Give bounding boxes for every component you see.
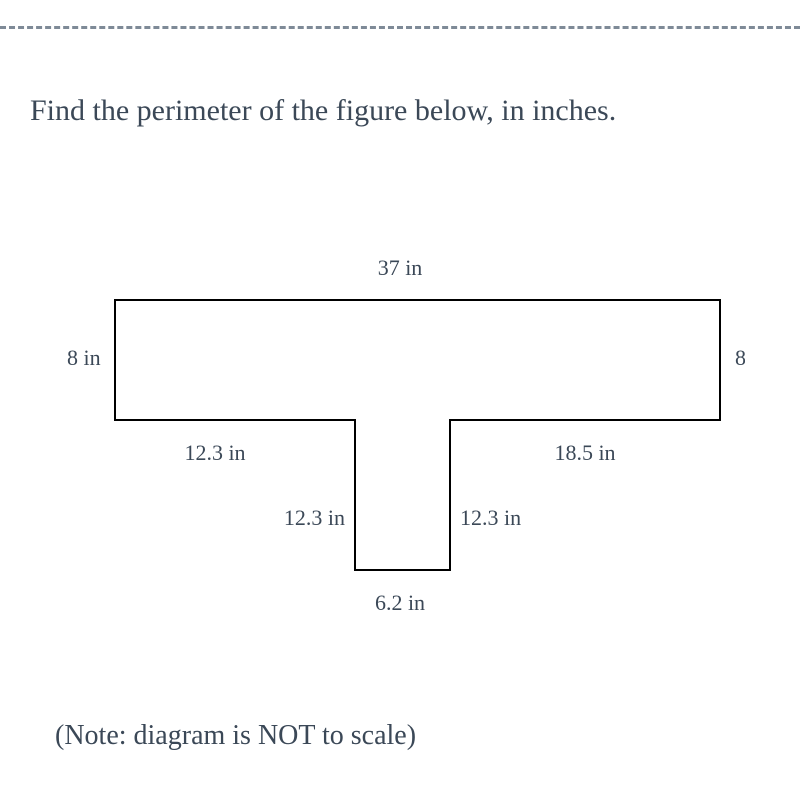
figure-diagram: 37 in 8 in 8 in 12.3 in 18.5 in 12.3 in 12.3 i… [55,260,745,665]
dashed-divider [0,26,800,29]
t-shape-path [115,300,720,570]
dimension-label-top: 37 in [378,260,423,280]
dimension-label-botright: 18.5 in [554,440,615,465]
dimension-label-bottom: 6.2 in [375,590,425,615]
scale-note: (Note: diagram is NOT to scale) [55,720,416,752]
dimension-label-right: 8 in [735,345,745,370]
question-text: Find the perimeter of the figure below, … [30,88,750,133]
dimension-label-stemL: 12.3 in [284,505,345,530]
labels-group: 37 in 8 in 8 in 12.3 in 18.5 in 12.3 in 12.3 i… [67,260,745,615]
shape-svg: 37 in 8 in 8 in 12.3 in 18.5 in 12.3 in 12.3 i… [55,260,745,660]
dimension-label-left: 8 in [67,345,101,370]
dimension-label-stemR: 12.3 in [460,505,521,530]
dimension-label-botleft: 12.3 in [184,440,245,465]
